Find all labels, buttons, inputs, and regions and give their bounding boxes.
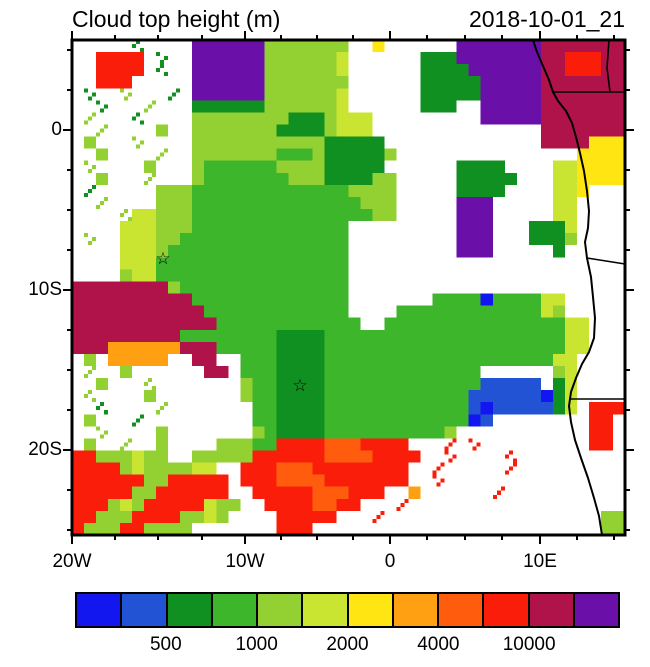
colorbar-cell	[303, 594, 349, 626]
colorbar-cell	[122, 594, 168, 626]
x-tick-label: 10E	[523, 551, 557, 572]
colorbar-cell	[529, 594, 575, 626]
colorbar-tick-label: 500	[149, 634, 182, 655]
colorbar-cell	[574, 594, 618, 626]
colorbar-cell	[439, 594, 485, 626]
x-tick-label: 10W	[225, 551, 265, 572]
x-tick-label: 20W	[52, 551, 92, 572]
x-tick-label: 0	[384, 551, 396, 572]
y-tick-label: 10S	[28, 279, 62, 300]
colorbar-cell	[393, 594, 439, 626]
colorbar-cell	[484, 594, 530, 626]
colorbar-tick-label: 2000	[326, 634, 369, 655]
colorbar-cell	[258, 594, 304, 626]
colorbar-cell	[167, 594, 213, 626]
cloud-field-canvas	[72, 40, 625, 535]
plot-title: Cloud top height (m)	[72, 6, 281, 32]
plot-timestamp: 2018-10-01_21	[468, 6, 625, 32]
colorbar-tick-label: 4000	[417, 634, 460, 655]
colorbar-tick-label: 10000	[502, 634, 556, 655]
y-tick-label: 20S	[28, 439, 62, 460]
colorbar-cell	[348, 594, 394, 626]
y-tick-label: 0	[51, 119, 62, 140]
colorbar	[75, 592, 620, 628]
colorbar-tick-label: 1000	[235, 634, 278, 655]
colorbar-cell	[212, 594, 258, 626]
colorbar-cell	[77, 594, 123, 626]
